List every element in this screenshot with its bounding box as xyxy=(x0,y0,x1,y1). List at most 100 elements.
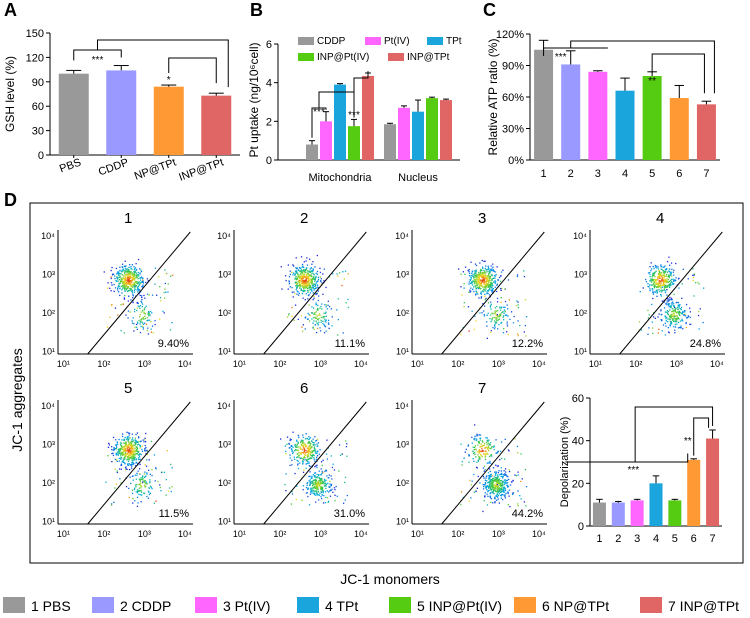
flow-dot xyxy=(481,450,483,452)
flow-y-tick-label: 10² xyxy=(218,308,231,318)
panel-a-INP@TPt-bar xyxy=(201,95,232,155)
flow-dot xyxy=(314,312,316,314)
flow-dot xyxy=(489,474,491,476)
flow-dot xyxy=(131,458,133,460)
flow-dot xyxy=(124,274,126,276)
flow-dot xyxy=(117,449,119,451)
flow-dot xyxy=(142,277,144,279)
flow-dot xyxy=(486,462,488,464)
flow-dot xyxy=(117,286,119,288)
flow-dot xyxy=(308,438,310,441)
panel-b-y-tick-label: 2 xyxy=(266,116,272,128)
flow-dot xyxy=(485,280,488,282)
flow-y-tick-label: 10⁴ xyxy=(41,231,55,241)
flow-dot xyxy=(311,487,314,489)
flow-dot xyxy=(472,288,474,291)
flow-dot xyxy=(126,289,128,291)
flow-dot xyxy=(496,479,498,481)
flow-dot xyxy=(299,446,302,448)
flow-dot xyxy=(473,290,475,293)
flow-dot xyxy=(309,314,311,316)
flow-dot xyxy=(280,266,282,268)
flow-dot xyxy=(302,279,304,282)
flow-dot xyxy=(304,459,306,461)
flow-dot xyxy=(120,455,122,457)
panel-d-bar-7-bar xyxy=(706,438,720,526)
flow-dot xyxy=(658,271,661,273)
flow-dot xyxy=(524,324,526,327)
flow-dot xyxy=(324,470,326,473)
flow-dot xyxy=(120,273,122,275)
flow-dot xyxy=(517,307,519,309)
flow-y-tick-label: 10⁴ xyxy=(217,401,231,411)
flow-dot xyxy=(476,461,478,463)
flow-dot xyxy=(135,433,137,436)
flow-dot xyxy=(664,280,666,282)
flow-dot xyxy=(308,447,311,449)
flow-dot xyxy=(307,442,309,444)
flow-dot xyxy=(500,271,503,273)
flow-dot xyxy=(303,282,305,285)
flow-dot xyxy=(118,438,120,441)
flow-dot xyxy=(306,484,308,486)
flow-dot xyxy=(478,456,480,458)
flow-dot xyxy=(122,283,125,285)
panel-c-x-tick-label: 7 xyxy=(703,168,709,180)
flow-dot xyxy=(670,278,673,281)
legend-swatch xyxy=(195,597,217,613)
flow-dot xyxy=(496,283,498,285)
flow-dot xyxy=(679,327,682,329)
flow-dot xyxy=(336,273,338,275)
flow-dot xyxy=(140,453,142,456)
flow-dot xyxy=(298,285,301,287)
flow-dot xyxy=(490,269,492,271)
flow-dot xyxy=(114,448,116,450)
flow-dot xyxy=(480,454,482,457)
flow-dot xyxy=(305,279,307,281)
flow-dot xyxy=(295,446,297,448)
flow-dot xyxy=(472,458,474,460)
flow-dot xyxy=(297,464,299,466)
panel-d-bar-bracket-1 xyxy=(565,453,689,463)
flow-dot xyxy=(299,285,302,288)
flow-dot xyxy=(114,458,117,461)
flow-y-tick-label: 10² xyxy=(574,308,587,318)
flow-dot xyxy=(142,285,144,287)
flow-dot xyxy=(312,327,314,329)
flow-dot xyxy=(306,454,308,457)
flow-y-tick-label: 10³ xyxy=(218,270,231,280)
flow-dot xyxy=(131,433,133,435)
flow-dot xyxy=(128,280,131,282)
flow-dot xyxy=(331,316,333,318)
flow-dot xyxy=(124,276,126,278)
flow-dot xyxy=(296,456,298,459)
flow-dot xyxy=(664,291,667,294)
flow-dot xyxy=(484,453,486,455)
flow-dot xyxy=(303,270,305,272)
flow-dot xyxy=(667,300,669,303)
flow-dot xyxy=(292,446,294,448)
flow-dot xyxy=(516,445,519,448)
flow-dot xyxy=(305,445,307,447)
flow-dot xyxy=(139,272,141,274)
flow-dot xyxy=(497,480,500,482)
flow-dot xyxy=(124,295,126,297)
flow-dot xyxy=(467,269,469,272)
flow-dot xyxy=(652,297,654,300)
flow-dot xyxy=(662,282,665,284)
flow-dot xyxy=(141,450,144,452)
flow-dot xyxy=(489,475,491,477)
flow-dot xyxy=(478,434,480,436)
flow-dot xyxy=(653,285,655,287)
flow-dot xyxy=(520,498,522,500)
flow-dot xyxy=(317,299,319,302)
flow-gate-line xyxy=(263,401,367,525)
flow-dot xyxy=(495,480,497,482)
flow-dot xyxy=(494,317,496,319)
flow-dot xyxy=(476,278,479,280)
flow-dot xyxy=(491,479,494,481)
flow-dot xyxy=(672,319,674,321)
flow-y-tick-label: 10¹ xyxy=(574,347,587,357)
flow-dot xyxy=(310,454,312,457)
